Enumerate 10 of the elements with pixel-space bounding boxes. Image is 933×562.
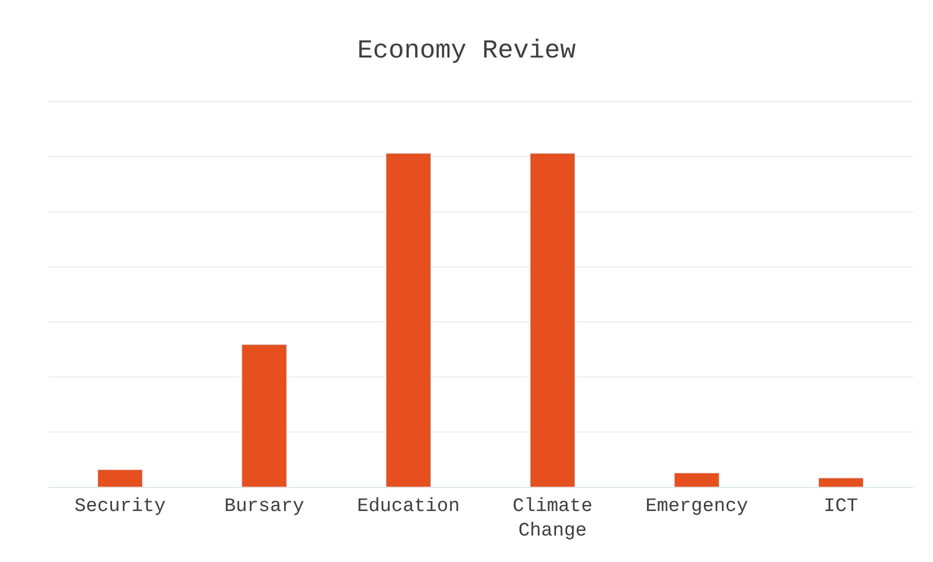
x-tick-label: Security [74, 494, 166, 517]
x-tick-label: Emergency [645, 494, 748, 517]
bar [97, 469, 143, 487]
bar [818, 478, 864, 487]
x-tick-label: Bursary [224, 494, 304, 517]
chart-title: Economy Review [357, 36, 576, 66]
x-tick-label: Education [357, 494, 460, 517]
x-tick-label: Climate Change [512, 494, 592, 542]
bar [674, 472, 720, 487]
x-tick-label: ICT [824, 494, 858, 517]
